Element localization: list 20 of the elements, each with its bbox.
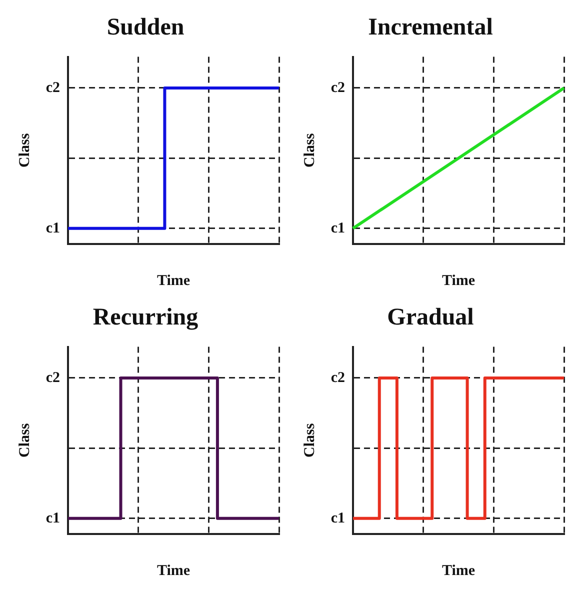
x-axis-title: Time (156, 272, 190, 289)
y-axis-title: Class (302, 423, 318, 458)
text: c1 (46, 510, 60, 526)
x-axis-title: Time (442, 562, 476, 579)
chart-title: Gradual (387, 304, 474, 331)
text: c2 (46, 80, 60, 96)
text: c1 (330, 510, 345, 526)
text: c2 (46, 370, 60, 386)
y-axis-title: Class (302, 133, 318, 168)
y-axis-title: Class (16, 423, 33, 458)
chart-title: Recurring (92, 304, 198, 331)
text: c1 (46, 220, 60, 236)
text: c1 (330, 220, 345, 236)
chart-title: Incremental (368, 14, 494, 41)
chart-title: Sudden (106, 14, 184, 41)
text: c2 (330, 80, 345, 96)
x-axis-title: Time (156, 562, 190, 579)
y-axis-title: Class (16, 133, 33, 168)
text: c2 (330, 370, 345, 386)
x-axis-title: Time (442, 272, 476, 289)
